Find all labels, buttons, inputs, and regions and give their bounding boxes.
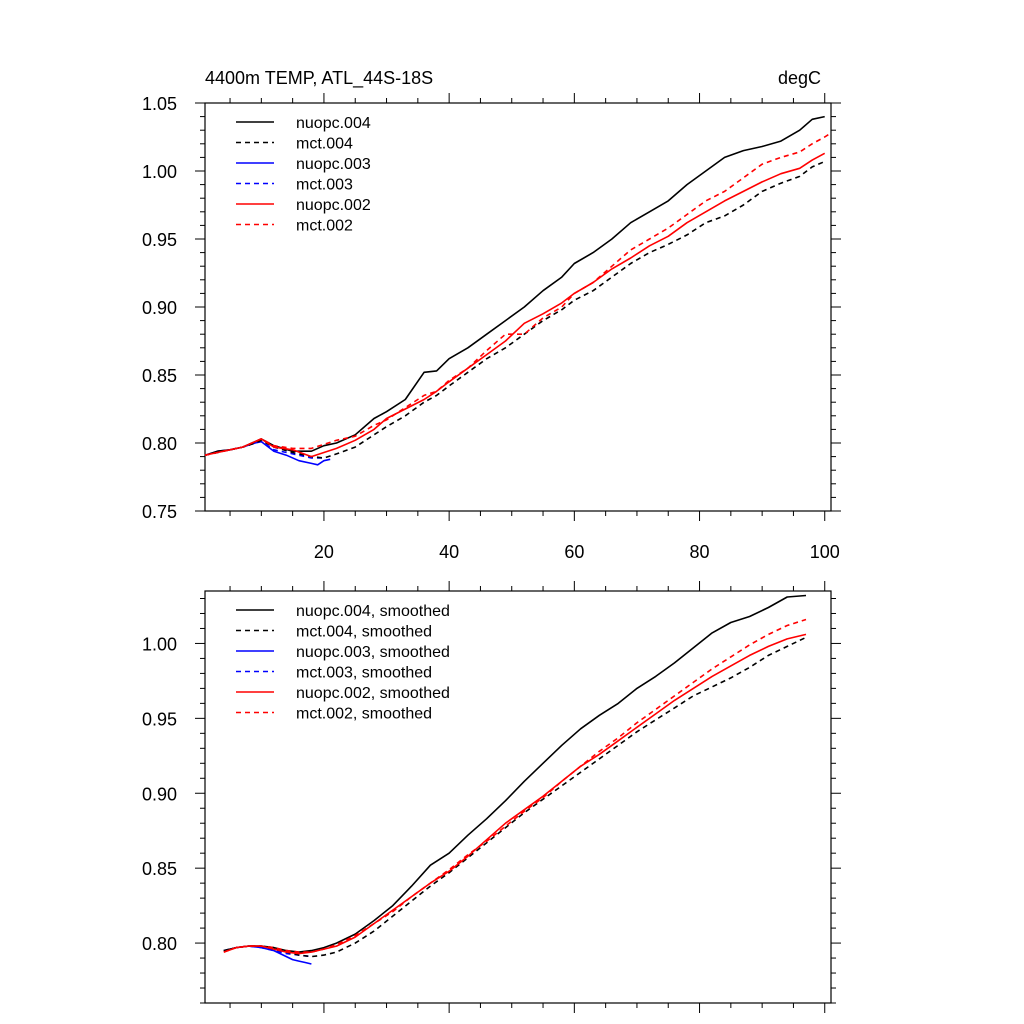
top-panel: 4400m TEMP, ATL_44S-18S degC 20 40 60 80 100 0.… (142, 68, 841, 562)
series-line-nuopc-002 (204, 152, 826, 458)
y-tick-label: 0.90 (142, 784, 177, 804)
y-tick-label: 0.80 (142, 934, 177, 954)
legend-label: mct.004, smoothed (296, 624, 432, 641)
legend-label: nuopc.003 (296, 156, 371, 173)
legend-label: mct.002, smoothed (296, 706, 432, 723)
y-tick-label: 1.00 (142, 162, 177, 182)
y-tick-label: 0.75 (142, 502, 177, 522)
legend-label: mct.002 (296, 218, 353, 235)
legend-label: mct.004 (296, 136, 353, 153)
y-tick-label: 0.95 (142, 230, 177, 250)
series-line-mct-002-smoothed (223, 618, 807, 953)
legend-label: nuopc.002 (296, 197, 371, 214)
series-line-mct-002 (204, 132, 832, 456)
x-tick-label: 20 (314, 542, 334, 562)
x-tick-label: 60 (564, 542, 584, 562)
plot-frame (204, 590, 832, 1004)
legend-label: nuopc.004 (296, 115, 371, 132)
chart-units: degC (778, 68, 821, 88)
legend-label: nuopc.004, smoothed (296, 603, 450, 620)
y-tick-label: 1.05 (142, 94, 177, 114)
x-tick-label: 100 (810, 542, 840, 562)
series-line-nuopc-002-smoothed (223, 633, 807, 955)
legend-label: nuopc.003, smoothed (296, 644, 450, 661)
bottom-panel: 0.80 0.85 0.90 0.95 1.00 nuopc.004, smoothed m… (142, 581, 841, 1013)
chart-title: 4400m TEMP, ATL_44S-18S (205, 68, 433, 89)
x-tick-label: 80 (690, 542, 710, 562)
y-tick-label: 0.80 (142, 434, 177, 454)
y-tick-label: 0.85 (142, 366, 177, 386)
x-tick-label: 40 (439, 542, 459, 562)
y-tick-label: 0.90 (142, 298, 177, 318)
y-tick-label: 0.85 (142, 859, 177, 879)
legend-label: mct.003, smoothed (296, 665, 432, 682)
legend-label: nuopc.002, smoothed (296, 685, 450, 702)
y-tick-label: 1.00 (142, 634, 177, 654)
y-tick-label: 0.95 (142, 709, 177, 729)
legend-label: mct.003 (296, 177, 353, 194)
series-line-mct-004 (204, 160, 826, 459)
series-line-mct-004-smoothed (223, 636, 807, 958)
